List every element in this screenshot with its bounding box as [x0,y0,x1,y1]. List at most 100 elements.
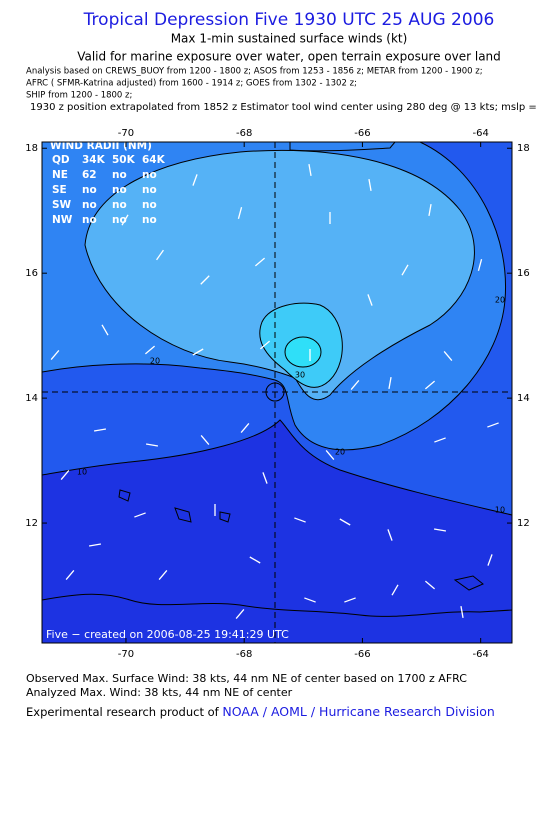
radii-column: 34K [82,154,106,166]
x-tick-label: -64 [472,128,488,139]
wind-vector [294,517,306,523]
contour-label: 20 [335,448,345,457]
radii-cell: 62 [82,169,97,181]
x-tick-label: -70 [118,649,134,660]
product-credit: Experimental research product of NOAA / … [26,704,495,719]
wind-vectors [50,163,499,620]
radii-cell: no [82,184,97,196]
axes: -70 -70 -68 -68 -66 -66 -64 -64 12 12 14 14 16 16 18 18 [25,128,529,660]
radii-cell: NW [52,214,73,226]
x-tick-label: -68 [236,649,252,660]
radii-cell: no [112,169,127,181]
wind-vector [65,569,75,581]
wind-vector [368,178,372,192]
wind-vector [428,203,432,217]
wind-vector [460,605,464,619]
wind-vector [344,597,356,603]
land [42,142,512,643]
y-tick-label: 12 [517,518,530,529]
radii-cell: no [112,199,127,211]
y-tick-label: 16 [517,268,530,279]
analysis-line: SHIP from 1200 - 1800 z; [26,91,132,101]
y-tick-label: 18 [517,143,530,154]
wind-vector [433,528,447,532]
wind-vector [235,608,245,620]
product-link[interactable]: NOAA / AOML / Hurricane Research Divisio… [222,704,494,719]
x-tick-label: -64 [472,649,488,660]
analyzed-wind: Analyzed Max. Wind: 38 kts, 44 nm NE of … [26,686,293,699]
wind-vector [304,597,316,603]
wind-vector [200,434,210,446]
island [219,511,231,523]
credit: Five − created on 2006-08-25 19:41:29 UT… [46,628,289,641]
island [453,575,484,591]
contour-labels: 20 30 10 20 10 20 [77,296,505,515]
contour-label: 30 [295,371,305,380]
wind-vector [424,380,436,390]
contour-30 [84,149,475,401]
y-tick-label: 14 [25,393,38,404]
wind-vector [487,422,499,428]
wind-vector [391,584,399,596]
radii-column: QD [52,154,70,166]
wind-vector [192,174,198,186]
wind-vector [144,345,156,355]
wind-vector [145,443,159,447]
wind-vector [387,529,393,541]
radii-cell: no [142,214,157,226]
wind-vector [424,580,436,590]
coastline [289,142,396,152]
radii-cell: no [112,214,127,226]
wind-vector [60,469,70,481]
radii-cell: SW [52,199,72,211]
radii-cell: no [142,184,157,196]
wind-vector [156,249,164,261]
wind-vector [192,348,204,356]
wind-radii-title: WIND RADII (NM) [50,140,152,152]
wind-vector [477,259,483,271]
coastline [42,593,512,643]
x-tick-label: -68 [236,128,252,139]
radii-cell: no [112,184,127,196]
contour-label: 10 [77,468,87,477]
analysis-line: 1930 z position extrapolated from 1852 z… [30,102,537,113]
contour-label: 20 [495,296,505,305]
wind-vector [200,275,210,285]
wind-vector [121,214,129,226]
y-tick-label: 12 [25,518,38,529]
radii-column: 50K [112,154,136,166]
radii-cell: NE [52,169,68,181]
validity: Valid for marine exposure over water, op… [77,50,501,64]
wind-radii-table: WIND RADII (NM) QD 34K 50K 64K NE 62 no no SE no n… [50,140,166,226]
radii-column: 64K [142,154,166,166]
radii-cell: no [82,214,97,226]
wind-vector [401,264,409,276]
observed-wind: Observed Max. Surface Wind: 38 kts, 44 n… [26,672,467,685]
wind-vector [487,554,493,566]
radii-cell: SE [52,184,67,196]
wind-vector [350,379,360,391]
wind-vector [88,543,102,547]
wind-vector [93,428,107,432]
radii-cell: no [142,169,157,181]
island [174,507,192,523]
y-tick-label: 14 [517,393,530,404]
x-tick-label: -66 [354,128,370,139]
wind-vector [237,207,243,219]
wind-vector [388,376,392,390]
wind-vector [443,350,453,362]
contour-label: 10 [495,506,505,515]
wind-vector [101,324,109,336]
x-tick-label: -66 [354,649,370,660]
wind-vector [158,569,168,581]
wind-vector [249,556,261,564]
subtitle: Max 1-min sustained surface winds (kt) [171,32,408,46]
wind-vector [259,340,271,350]
contour-core [284,336,322,368]
title: Tropical Depression Five 1930 UTC 25 AUG… [83,10,495,30]
analysis-line: AFRC ( SFMR-Katrina adjusted) from 1600 … [26,79,357,89]
wind-vector [240,422,250,434]
wind-vector [134,512,146,518]
